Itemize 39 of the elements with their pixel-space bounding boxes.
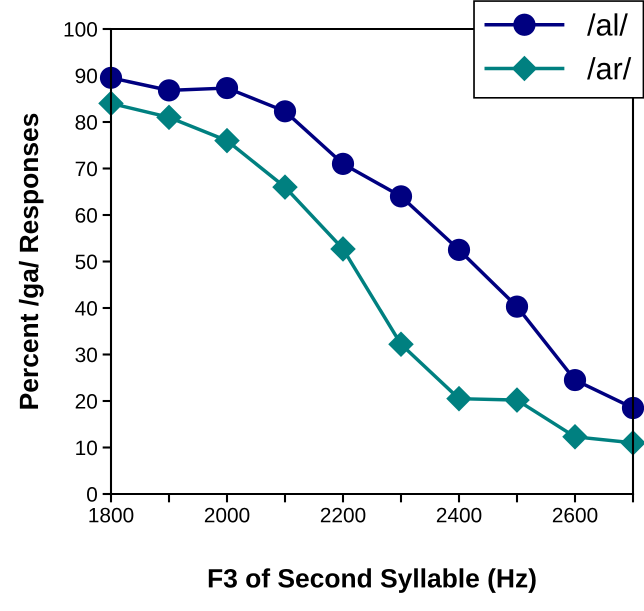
- point: [332, 152, 354, 175]
- x-tick-label: 2400: [436, 508, 482, 522]
- legend-label: /al/: [587, 13, 628, 36]
- point: [100, 66, 122, 89]
- point: [504, 388, 530, 413]
- y-tick-label: 20: [76, 394, 97, 409]
- x-tick-label: 2000: [204, 508, 250, 522]
- point: [562, 424, 588, 450]
- y-axis-title: Percent /ga/ Responses: [18, 114, 44, 409]
- point: [448, 238, 470, 261]
- y-tick-label: 50: [75, 254, 97, 270]
- y-tick-label: 0: [87, 487, 97, 502]
- point: [620, 430, 644, 456]
- x-tick-label: 2200: [320, 508, 366, 522]
- point: [158, 79, 180, 102]
- y-tick-label: 70: [76, 162, 97, 176]
- point: [506, 295, 528, 318]
- legend-label: /ar/: [587, 57, 632, 80]
- y-tick-label: 80: [76, 115, 97, 130]
- point: [446, 386, 472, 412]
- y-tick-label: 30: [75, 348, 97, 362]
- x-tick-label: 2600: [552, 508, 598, 522]
- y-tick-label: 40: [75, 301, 97, 316]
- point: [330, 236, 356, 262]
- y-tick-label: 10: [76, 440, 97, 456]
- point: [388, 332, 414, 357]
- y-tick-label: 100: [64, 22, 97, 37]
- y-tick-label: 90: [76, 68, 97, 84]
- point: [216, 76, 238, 100]
- point: [156, 104, 182, 130]
- point: [622, 396, 644, 420]
- y-tick-label: 60: [76, 208, 97, 223]
- point: [214, 128, 240, 154]
- point: [274, 100, 296, 122]
- point: [564, 368, 586, 392]
- x-axis-title: F3 of Second Syllable (Hz): [208, 568, 536, 593]
- point: [272, 174, 298, 200]
- point: [390, 185, 412, 208]
- x-tick-label: 1800: [89, 508, 134, 522]
